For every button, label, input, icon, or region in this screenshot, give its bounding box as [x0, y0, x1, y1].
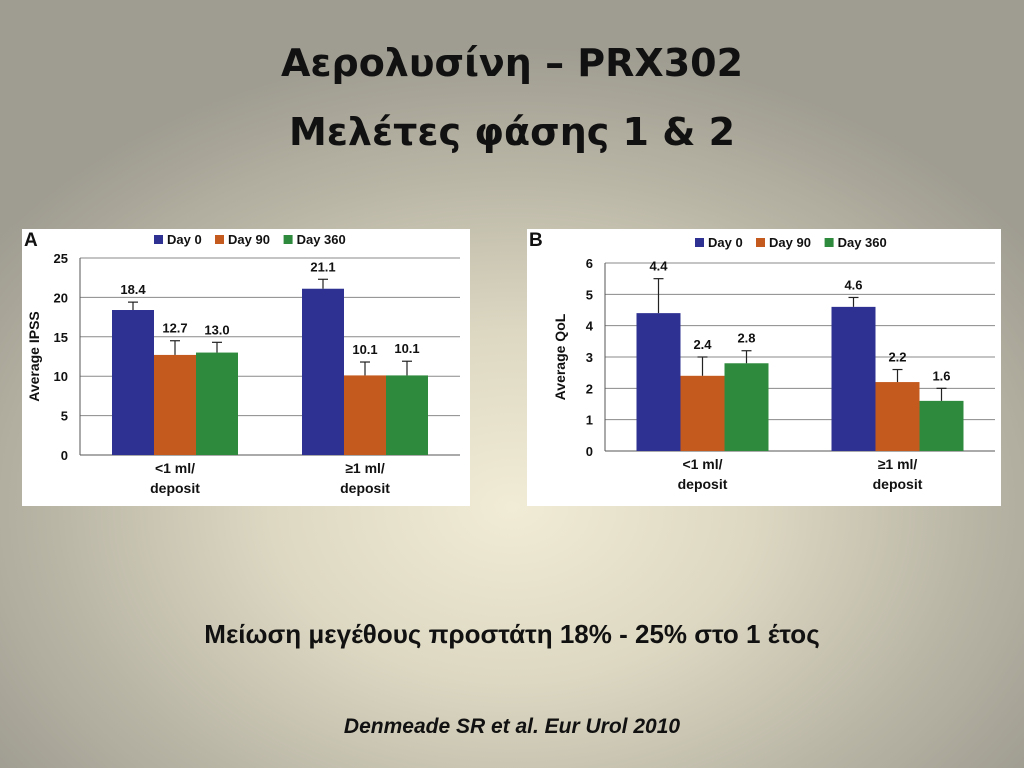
category-label: deposit	[678, 476, 728, 492]
chart-panel-a: 0 5 10 15 20 25 18.4 21.1 12.7 10.1 13.0 10.1 <1 ml/…	[22, 229, 470, 506]
legend-swatch	[215, 235, 224, 244]
category-label: ≥1 ml/	[878, 456, 918, 472]
bar	[724, 363, 769, 451]
data-label: 13.0	[204, 322, 229, 337]
legend-swatch	[695, 238, 704, 247]
legend-swatch	[756, 238, 765, 247]
bar	[875, 382, 920, 451]
y-tick-label: 5	[61, 409, 68, 424]
bar	[386, 375, 428, 455]
chart-panel-b: 0 1 2 3 4 5 6 4.4 4.6 2.4 2.2 2.8 1.6 <1 ml/deposit ≥1…	[527, 229, 1001, 506]
category-label: <1 ml/	[682, 456, 722, 472]
y-tick-label: 4	[586, 319, 594, 334]
data-label: 2.4	[693, 337, 712, 352]
y-tick-label: 0	[61, 448, 68, 463]
y-tick-label: 6	[586, 256, 593, 271]
y-tick-label: 3	[586, 350, 593, 365]
y-axis-title: Average IPSS	[26, 311, 42, 402]
category-label: deposit	[150, 480, 200, 496]
legend-label: Day 90	[228, 232, 270, 247]
legend-label: Day 360	[838, 235, 887, 250]
legend-label: Day 360	[297, 232, 346, 247]
chart-b-svg: 0 1 2 3 4 5 6 4.4 4.6 2.4 2.2 2.8 1.6 <1 ml/deposit ≥1…	[529, 230, 995, 492]
y-tick-label: 1	[586, 413, 593, 428]
slide-title-line2: Μελέτες φάσης 1 & 2	[288, 110, 736, 154]
category-label: deposit	[873, 476, 923, 492]
slide-subtitle: Μείωση μεγέθους προστάτη 18% - 25% στο 1…	[204, 619, 820, 649]
legend-swatch	[154, 235, 163, 244]
legend-swatch	[824, 238, 834, 247]
data-label: 21.1	[310, 259, 335, 274]
data-label: 2.2	[888, 350, 906, 365]
y-tick-label: 15	[54, 330, 68, 345]
data-label: 10.1	[394, 341, 419, 356]
data-label: 2.8	[737, 331, 755, 346]
category-label: <1 ml/	[155, 460, 195, 476]
y-axis-title: Average QoL	[552, 313, 568, 400]
bar	[196, 352, 238, 455]
data-label: 4.4	[649, 259, 668, 274]
bar	[636, 313, 681, 451]
chart-a-svg: 0 5 10 15 20 25 18.4 21.1 12.7 10.1 13.0 10.1 <1 ml/…	[24, 230, 460, 496]
bar	[154, 354, 196, 455]
bar	[344, 375, 386, 455]
data-label: 12.7	[162, 321, 187, 336]
bar	[831, 306, 876, 451]
panel-label: B	[529, 230, 543, 251]
slide-citation: Denmeade SR et al. Eur Urol 2010	[343, 715, 681, 738]
bar	[302, 288, 344, 455]
y-tick-label: 2	[586, 381, 593, 396]
y-tick-label: 0	[586, 444, 593, 459]
category-label: deposit	[340, 480, 390, 496]
y-tick-label: 25	[54, 251, 68, 266]
data-label: 1.6	[932, 368, 950, 383]
y-tick-label: 5	[586, 287, 593, 302]
data-label: 18.4	[120, 282, 146, 297]
panel-label: A	[24, 230, 38, 251]
legend-label: Day 0	[167, 232, 202, 247]
y-tick-label: 20	[54, 290, 68, 305]
data-label: 10.1	[352, 342, 377, 357]
bar	[112, 310, 154, 455]
legend-label: Day 0	[708, 235, 743, 250]
legend-label: Day 90	[769, 235, 811, 250]
slide-title-line1: Αερολυσίνη – PRX302	[280, 41, 744, 85]
bar	[919, 400, 964, 451]
y-tick-label: 10	[54, 369, 68, 384]
data-label: 4.6	[844, 277, 862, 292]
category-label: ≥1 ml/	[345, 460, 385, 476]
legend-swatch	[283, 235, 293, 244]
bar	[680, 375, 725, 451]
